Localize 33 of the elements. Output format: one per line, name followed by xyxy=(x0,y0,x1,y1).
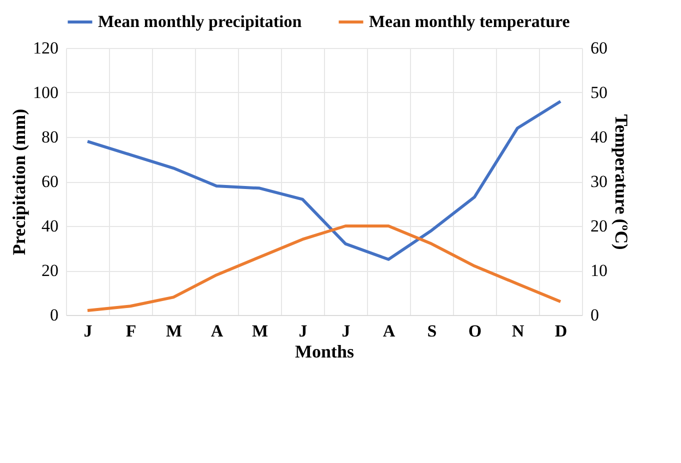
x-axis-title: Months xyxy=(294,342,354,362)
y2-tick-label: 10 xyxy=(590,261,608,280)
y-axis-title: Precipitation (mm) xyxy=(9,108,29,256)
legend-label: Mean monthly temperature xyxy=(369,12,570,31)
y2-tick-label: 0 xyxy=(590,306,599,324)
y-tick-label: 20 xyxy=(42,261,58,280)
y-tick-label: 80 xyxy=(42,128,58,146)
y-tick-label: 100 xyxy=(33,83,58,102)
x-tick-label: A xyxy=(382,322,396,340)
y2-tick-label: 50 xyxy=(590,83,608,102)
y-tick-label: 40 xyxy=(42,216,58,236)
x-tick-label: A xyxy=(210,322,224,340)
x-tick-label: N xyxy=(512,322,525,340)
x-tick-label: M xyxy=(252,322,268,340)
legend-label: Mean monthly precipitation xyxy=(98,12,302,31)
y2-tick-label: 40 xyxy=(590,128,608,146)
x-tick-label: M xyxy=(166,322,182,340)
y-tick-label: 0 xyxy=(50,306,58,324)
y-tick-label: 120 xyxy=(33,38,58,58)
line-series xyxy=(86,100,562,261)
y-tick-label: 60 xyxy=(42,172,58,191)
y2-tick-label: 30 xyxy=(590,172,608,191)
x-tick-label: F xyxy=(126,322,136,340)
line-series xyxy=(86,224,562,312)
x-tick-label: J xyxy=(342,322,351,340)
y2-axis-title: Temperature (ºC) xyxy=(612,114,632,250)
x-tick-label: J xyxy=(298,322,308,340)
x-tick-label: D xyxy=(554,322,568,340)
y2-tick-label: 20 xyxy=(590,216,608,236)
x-tick-label: O xyxy=(468,322,482,340)
x-tick-label: J xyxy=(84,322,93,340)
y2-tick-label: 60 xyxy=(590,38,608,58)
x-tick-label: S xyxy=(427,322,437,340)
